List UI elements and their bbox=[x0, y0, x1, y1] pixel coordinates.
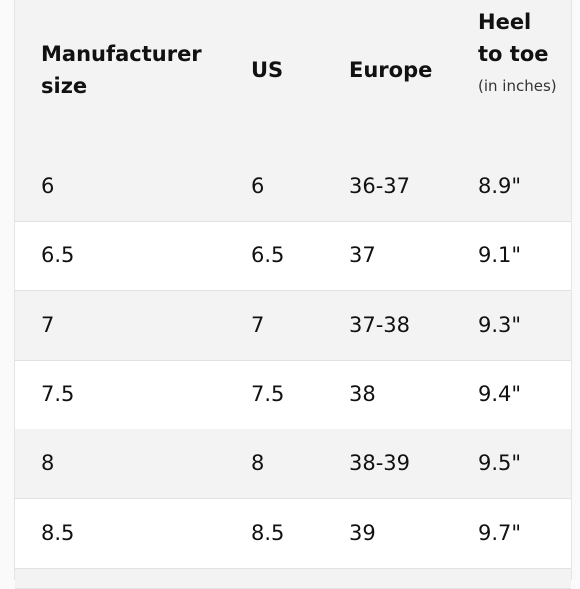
table-cell: 6 bbox=[251, 174, 265, 198]
table-cell: 38-39 bbox=[349, 451, 411, 476]
table-cell: 9.1" bbox=[478, 243, 522, 268]
table-cell: 9.7" bbox=[478, 520, 522, 545]
table-cell: 7.5 bbox=[251, 381, 285, 406]
table-cell: 7 bbox=[41, 312, 55, 337]
table-cell: 37 bbox=[349, 243, 376, 268]
table-cell: 37-38 bbox=[349, 312, 411, 337]
table-cell: 9.4" bbox=[478, 381, 522, 406]
table-row: 7 7 37-38 9.3" bbox=[15, 290, 571, 361]
header-row: Manufacturer size US Europe Heel to toe … bbox=[15, 0, 571, 153]
table-cell: 8 bbox=[251, 451, 265, 476]
table-cell: 7 bbox=[251, 312, 265, 337]
table-cell: 8.9" bbox=[478, 174, 522, 198]
header-note: (in inches) bbox=[478, 77, 557, 95]
table-cell: 9.5" bbox=[478, 451, 522, 476]
header-cell: Heel to toe (in inches) bbox=[478, 6, 558, 103]
table-row: 6 6 36-37 8.9" bbox=[15, 152, 571, 222]
table-row: 6.5 6.5 37 9.1" bbox=[15, 221, 571, 292]
partial-row bbox=[15, 568, 571, 589]
table-cell: 9.3" bbox=[478, 312, 522, 337]
table-cell: 36-37 bbox=[349, 174, 411, 198]
table-cell: 6 bbox=[41, 174, 55, 198]
table-cell: 6.5 bbox=[41, 243, 75, 268]
table-row: 7.5 7.5 38 9.4" bbox=[15, 360, 571, 430]
table-cell: 39 bbox=[349, 520, 376, 545]
table-cell: 38 bbox=[349, 381, 376, 406]
table-row: 8.5 8.5 39 9.7" bbox=[15, 499, 571, 569]
table-cell: 8.5 bbox=[41, 520, 75, 545]
table-cell: 7.5 bbox=[41, 381, 75, 406]
header-cell: US bbox=[251, 58, 284, 82]
table-cell: 6.5 bbox=[251, 243, 285, 268]
size-table: Manufacturer size US Europe Heel to toe … bbox=[14, 0, 572, 589]
table-row: 8 8 38-39 9.5" bbox=[15, 429, 571, 500]
header-cell: Europe bbox=[349, 58, 433, 82]
table-cell: 8.5 bbox=[251, 520, 285, 545]
table-cell: 8 bbox=[41, 451, 55, 476]
header-title: Heel to toe bbox=[478, 10, 549, 66]
header-cell: Manufacturer size bbox=[41, 42, 202, 98]
